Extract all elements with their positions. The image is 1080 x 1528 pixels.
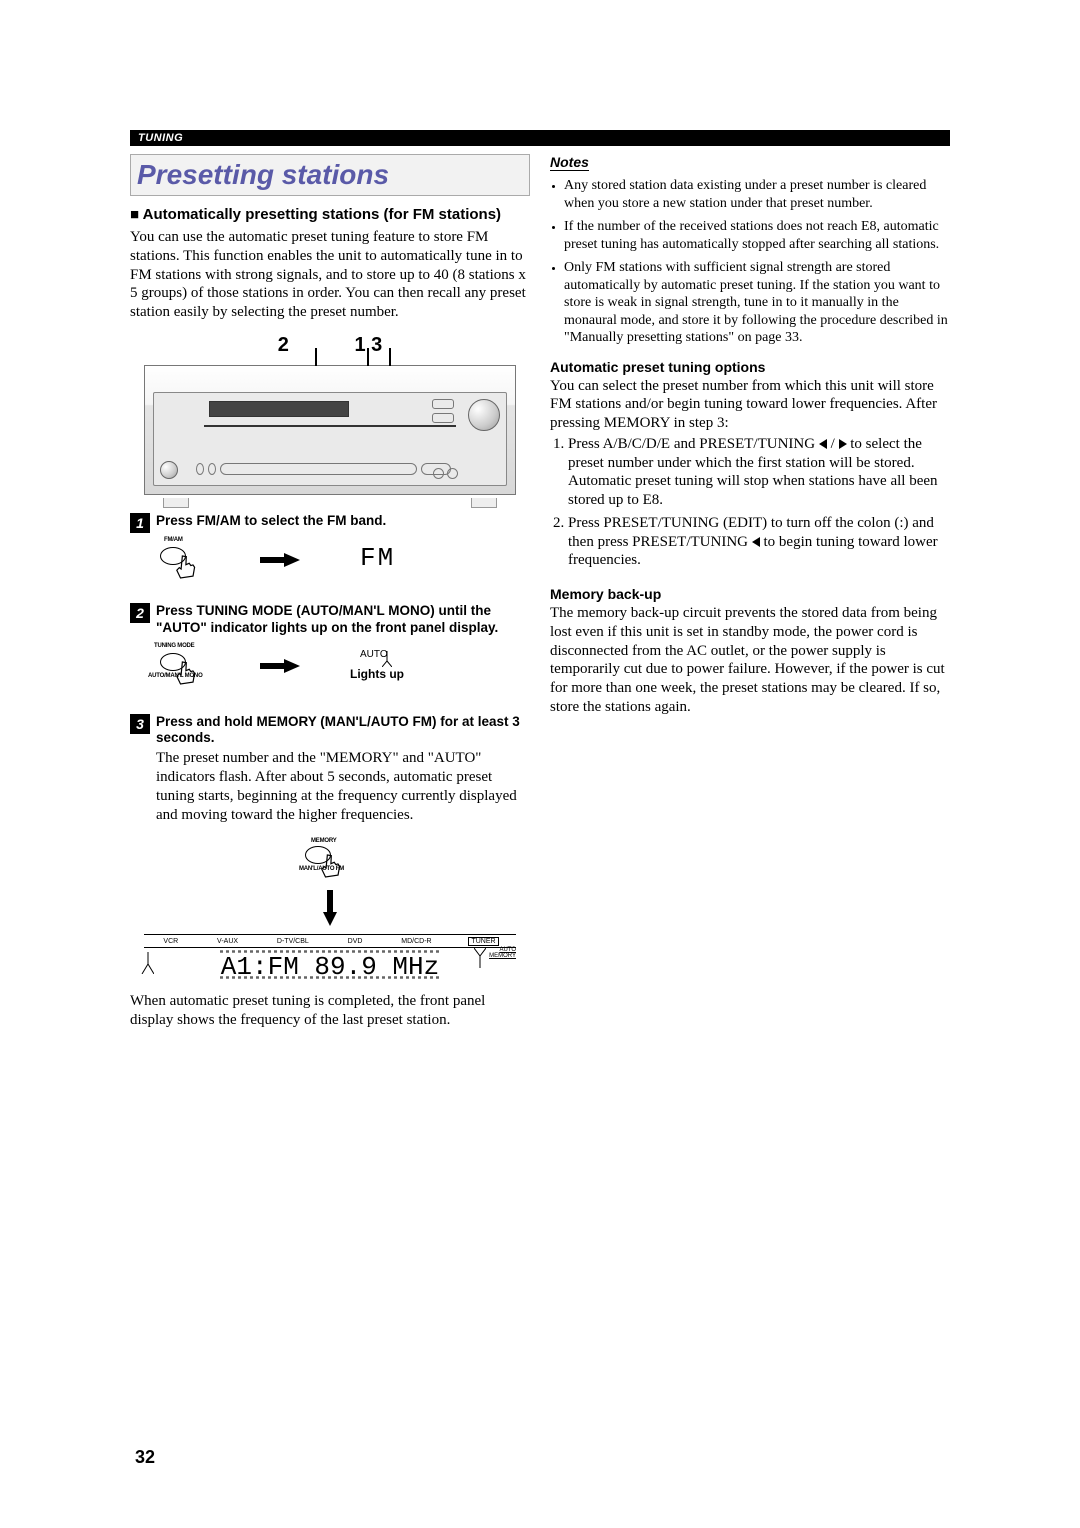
option-text: Press A/B/C/D/E and PRESET/TUNING <box>568 436 819 452</box>
hand-icon <box>170 658 205 693</box>
right-column: Notes Any stored station data existing u… <box>550 154 950 1036</box>
lcd-dvd: DVD <box>346 938 365 945</box>
hand-icon <box>170 552 205 587</box>
tuning-mode-label: TUNING MODE <box>154 643 194 649</box>
auto-preset-intro: You can use the automatic preset tuning … <box>130 228 530 322</box>
step-3-illustration: MEMORY MAN'L/AUTO FM <box>130 840 530 926</box>
memory-heading: Memory back-up <box>550 586 950 602</box>
options-intro: You can select the preset number from wh… <box>550 377 950 433</box>
lcd-frequency: A1:FM 89.9 MHz <box>144 948 516 984</box>
left-column: Presetting stations Automatically preset… <box>130 154 530 1036</box>
arrow-icon <box>260 553 300 567</box>
section-title: Presetting stations <box>130 154 530 196</box>
memory-label: MEMORY <box>311 838 337 844</box>
step-3-bold: Press and hold MEMORY (MAN'L/AUTO FM) fo… <box>156 714 530 748</box>
lcd-vaux: V-AUX <box>215 938 240 945</box>
step-2-bold: Press TUNING MODE (AUTO/MAN'L MONO) unti… <box>156 603 530 637</box>
note-item: If the number of the received stations d… <box>564 218 950 253</box>
lcd-mdcdr: MD/CD-R <box>399 938 433 945</box>
step-1-illustration: FM/AM FM <box>160 539 530 589</box>
fm-am-label: FM/AM <box>164 537 183 543</box>
step-1-bold: Press FM/AM to select the FM band. <box>156 513 530 530</box>
section-bar: TUNING <box>130 130 950 146</box>
content-columns: Presetting stations Automatically preset… <box>130 154 950 1036</box>
flash-line-right <box>474 948 486 968</box>
note-item: Any stored station data existing under a… <box>564 177 950 212</box>
options-heading: Automatic preset tuning options <box>550 359 950 375</box>
diagram-callouts: 2 1 3 <box>130 334 530 357</box>
down-arrow-icon <box>323 890 337 926</box>
options-list: Press A/B/C/D/E and PRESET/TUNING / to s… <box>550 435 950 570</box>
flash-line-left <box>140 952 154 974</box>
lcd-display: VCR V-AUX D-TV/CBL DVD MD/CD-R TUNER AUT… <box>144 934 516 984</box>
lcd-dtv: D-TV/CBL <box>275 938 311 945</box>
callout-2: 2 <box>278 334 289 357</box>
step-2: 2 Press TUNING MODE (AUTO/MAN'L MONO) un… <box>130 603 530 639</box>
lights-up-label: Lights up <box>350 667 404 681</box>
step-2-illustration: TUNING MODE AUTO/MAN'L MONO AUTO Lights … <box>160 645 530 700</box>
fm-display: FM <box>360 543 395 573</box>
step-num-1: 1 <box>130 513 150 533</box>
page-number: 32 <box>135 1447 155 1468</box>
option-item: Press PRESET/TUNING (EDIT) to turn off t… <box>568 514 950 570</box>
lcd-source-bar: VCR V-AUX D-TV/CBL DVD MD/CD-R TUNER <box>144 934 516 948</box>
step-num-2: 2 <box>130 603 150 623</box>
triangle-left-icon <box>752 537 760 547</box>
arrow-icon <box>260 659 300 673</box>
step-3-after: When automatic preset tuning is complete… <box>130 992 530 1030</box>
step-3-text: The preset number and the "MEMORY" and "… <box>156 749 530 824</box>
notes-list: Any stored station data existing under a… <box>550 177 950 347</box>
indicator-line <box>382 651 392 667</box>
lcd-tuner: TUNER <box>468 937 498 946</box>
receiver-diagram <box>144 365 516 495</box>
lcd-vcr: VCR <box>161 938 180 945</box>
step-num-3: 3 <box>130 714 150 734</box>
option-item: Press A/B/C/D/E and PRESET/TUNING / to s… <box>568 435 950 510</box>
triangle-left-icon <box>819 439 827 449</box>
lcd-memory: MEMORY <box>489 953 516 959</box>
memory-text: The memory back-up circuit prevents the … <box>550 604 950 717</box>
notes-heading: Notes <box>550 154 589 171</box>
step-1: 1 Press FM/AM to select the FM band. <box>130 513 530 533</box>
triangle-right-icon <box>839 439 847 449</box>
auto-preset-heading: Automatically presetting stations (for F… <box>130 206 530 224</box>
hand-icon <box>315 852 350 887</box>
step-3: 3 Press and hold MEMORY (MAN'L/AUTO FM) … <box>130 714 530 831</box>
note-item: Only FM stations with sufficient signal … <box>564 259 950 347</box>
